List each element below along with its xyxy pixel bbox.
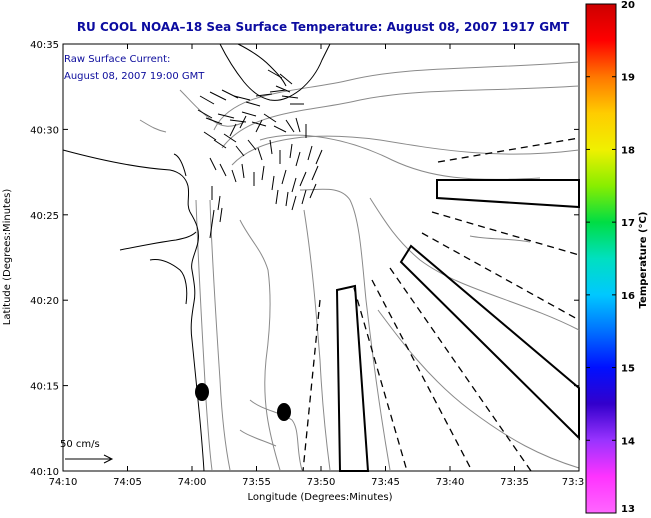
- zone-east: [399, 244, 580, 441]
- station-marker-east: [277, 403, 291, 421]
- colorbar-tick-label: 18: [621, 145, 635, 156]
- colorbar-tick-label: 14: [621, 436, 635, 447]
- y-tick-label: 40:35: [30, 40, 59, 51]
- colorbar-ticks: 20 19 18 17 16 15 14 13: [586, 0, 635, 515]
- x-axis-label: Longitude (Degrees:Minutes): [247, 492, 392, 503]
- x-tick-label: 73:55: [242, 477, 271, 488]
- bathymetry-contours: [139, 61, 580, 471]
- y-axis-label: Latitude (Degrees:Minutes): [2, 189, 13, 326]
- survey-track-lines: [302, 137, 580, 472]
- x-axis: 74:10 74:05 74:00 73:55 73:50 73:45 73:40 73:35…: [49, 44, 584, 488]
- colorbar-label: Temperature (°C): [638, 212, 649, 309]
- x-tick-label: 73:50: [307, 477, 336, 488]
- y-tick-label: 40:25: [30, 211, 59, 222]
- scale-arrow: [65, 454, 114, 464]
- y-axis: 40:35 40:30 40:25 40:20 40:15 40:10: [30, 40, 579, 478]
- y-tick-label: 40:30: [30, 125, 59, 136]
- zone-north: [436, 179, 580, 209]
- x-tick-label: 74:05: [113, 477, 142, 488]
- colorbar-gradient: [585, 3, 617, 514]
- plot-frame: [62, 43, 580, 472]
- x-tick-label: 73:3: [562, 477, 584, 488]
- x-tick-label: 74:00: [178, 477, 207, 488]
- plot-area: Raw Surface Current: August 08, 2007 19:…: [60, 43, 580, 472]
- raw-current-label: Raw Surface Current:: [64, 54, 170, 65]
- colorbar-tick-label: 19: [621, 73, 635, 84]
- surface-current-vectors: [197, 69, 323, 239]
- colorbar-tick-label: 20: [621, 0, 635, 11]
- x-tick-label: 73:45: [371, 477, 400, 488]
- zone-south: [335, 284, 370, 472]
- colorbar-tick-label: 13: [621, 504, 635, 515]
- colorbar: 20 19 18 17 16 15 14 13 Temperature (°C): [585, 0, 649, 515]
- x-tick-label: 74:10: [49, 477, 78, 488]
- scale-arrow-label: 50 cm/s: [60, 439, 100, 450]
- chart-title: RU COOL NOAA–18 Sea Surface Temperature:…: [77, 20, 570, 34]
- x-tick-label: 73:40: [436, 477, 465, 488]
- y-tick-label: 40:10: [30, 467, 59, 478]
- colorbar-tick-label: 16: [621, 291, 635, 302]
- raw-current-time: August 08, 2007 19:00 GMT: [64, 71, 205, 82]
- y-tick-label: 40:20: [30, 296, 59, 307]
- study-zones: [335, 179, 580, 472]
- x-tick-label: 73:35: [500, 477, 529, 488]
- colorbar-tick-label: 15: [621, 364, 635, 375]
- station-marker-west: [195, 383, 209, 401]
- y-tick-label: 40:15: [30, 382, 59, 393]
- coastline: [62, 43, 331, 472]
- colorbar-tick-label: 17: [621, 218, 635, 229]
